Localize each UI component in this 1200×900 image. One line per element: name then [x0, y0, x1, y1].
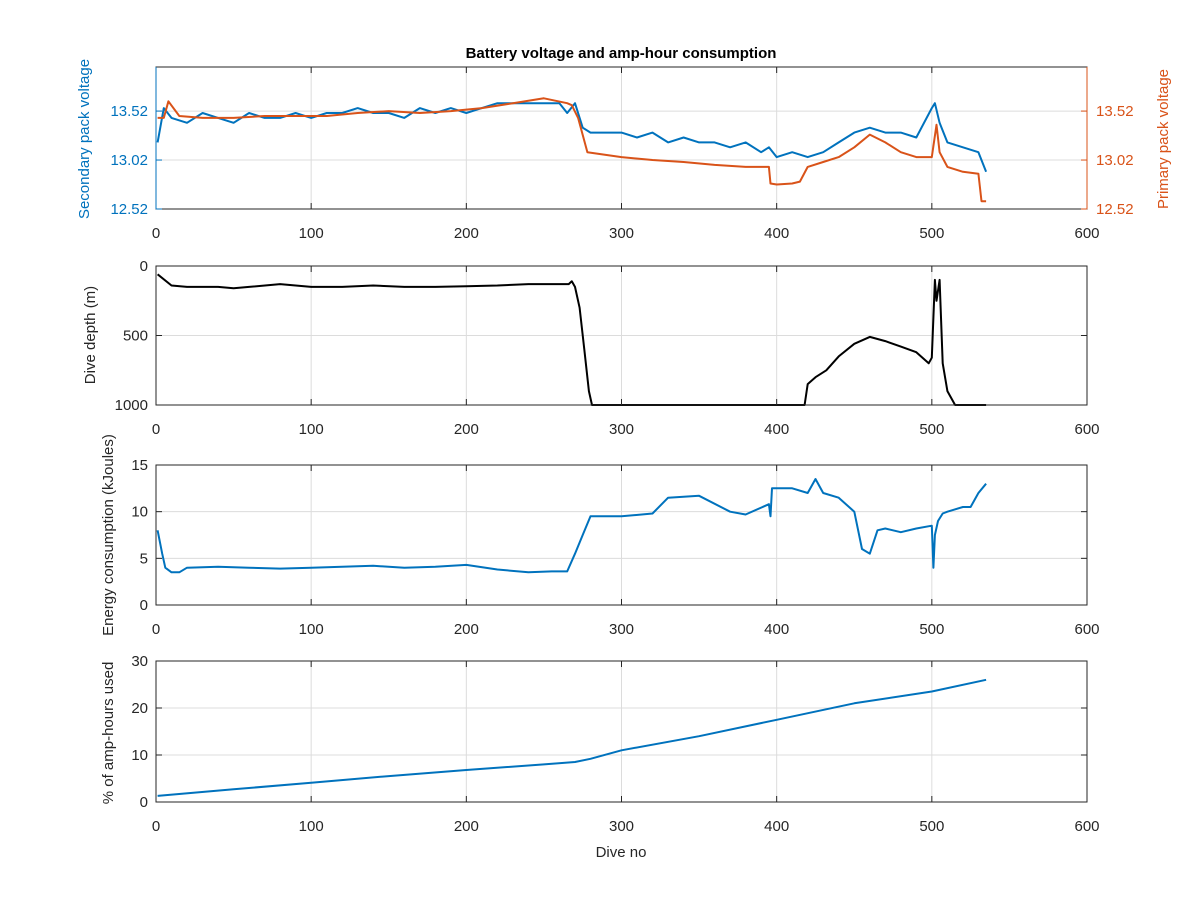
x-tick-label: 0 [152, 818, 160, 835]
series-line-0 [156, 273, 987, 406]
y-tick-label: 15 [131, 457, 148, 474]
y-tick-label: 500 [123, 328, 148, 345]
x-tick-label: 100 [299, 421, 324, 438]
x-tick-label: 100 [299, 818, 324, 835]
y-tick-label: 10 [131, 504, 148, 521]
chart-title: Battery voltage and amp-hour consumption [466, 45, 777, 62]
y-tick-label: 5 [140, 550, 148, 567]
y-tick-label: 20 [131, 700, 148, 717]
x-tick-label: 200 [454, 421, 479, 438]
x-tick-label: 0 [152, 421, 160, 438]
x-tick-label: 400 [764, 621, 789, 638]
voltage-panel: Battery voltage and amp-hour consumption… [76, 45, 1172, 242]
x-tick-label: 200 [454, 225, 479, 242]
x-tick-label: 0 [152, 225, 160, 242]
x-axis-label: Dive no [596, 844, 647, 861]
grid [155, 660, 1088, 803]
x-tick-label: 200 [454, 621, 479, 638]
x-tick-label: 600 [1074, 818, 1099, 835]
series-line-0 [157, 678, 987, 797]
x-tick-label: 300 [609, 225, 634, 242]
x-tick-label: 200 [454, 818, 479, 835]
x-tick-label: 300 [609, 818, 634, 835]
left-axis-label: Secondary pack voltage [76, 59, 93, 219]
grid [155, 265, 1088, 406]
y-tick-label-right: 13.52 [1096, 103, 1134, 120]
x-tick-label: 0 [152, 621, 160, 638]
amp-hours-panel: % of amp-hours used Dive no 0 100 200 300 40… [100, 653, 1100, 861]
depth-panel: Dive depth (m) 0 100 200 300 400 500 600 0 500 10… [82, 258, 1100, 438]
y-tick-label: 30 [131, 653, 148, 670]
grid [155, 464, 1088, 606]
x-tick-label: 300 [609, 421, 634, 438]
x-tick-label: 500 [919, 818, 944, 835]
x-tick-label: 600 [1074, 225, 1099, 242]
y-tick-label-left: 13.52 [110, 103, 148, 120]
y-tick-label: 1000 [115, 397, 148, 414]
series-line-0 [156, 102, 988, 173]
y-tick-label-right: 12.52 [1096, 201, 1134, 218]
y-axis-label: % of amp-hours used [100, 662, 117, 805]
x-tick-label: 100 [299, 225, 324, 242]
energy-panel: Energy consumption (kJoules) 0 100 200 300 4… [100, 434, 1100, 638]
y-tick-label: 0 [140, 258, 148, 275]
grid [155, 67, 1088, 210]
x-tick-label: 300 [609, 621, 634, 638]
x-tick-label: 400 [764, 225, 789, 242]
y-tick-label-right: 13.02 [1096, 152, 1134, 169]
y-axis-label: Dive depth (m) [82, 286, 99, 384]
right-axis-label: Primary pack voltage [1155, 69, 1172, 209]
x-tick-label: 400 [764, 421, 789, 438]
y-axis-label: Energy consumption (kJoules) [100, 434, 117, 636]
y-tick-label: 10 [131, 747, 148, 764]
x-tick-label: 500 [919, 225, 944, 242]
x-tick-label: 400 [764, 818, 789, 835]
x-tick-label: 500 [919, 621, 944, 638]
x-tick-label: 500 [919, 421, 944, 438]
y-tick-label-left: 12.52 [110, 201, 148, 218]
series-line-0 [156, 478, 987, 574]
y-tick-label: 0 [140, 597, 148, 614]
x-tick-label: 100 [299, 621, 324, 638]
y-tick-label: 0 [140, 794, 148, 811]
series-line-1 [157, 97, 987, 203]
x-tick-label: 600 [1074, 621, 1099, 638]
y-tick-label-left: 13.02 [110, 152, 148, 169]
x-tick-label: 600 [1074, 421, 1099, 438]
